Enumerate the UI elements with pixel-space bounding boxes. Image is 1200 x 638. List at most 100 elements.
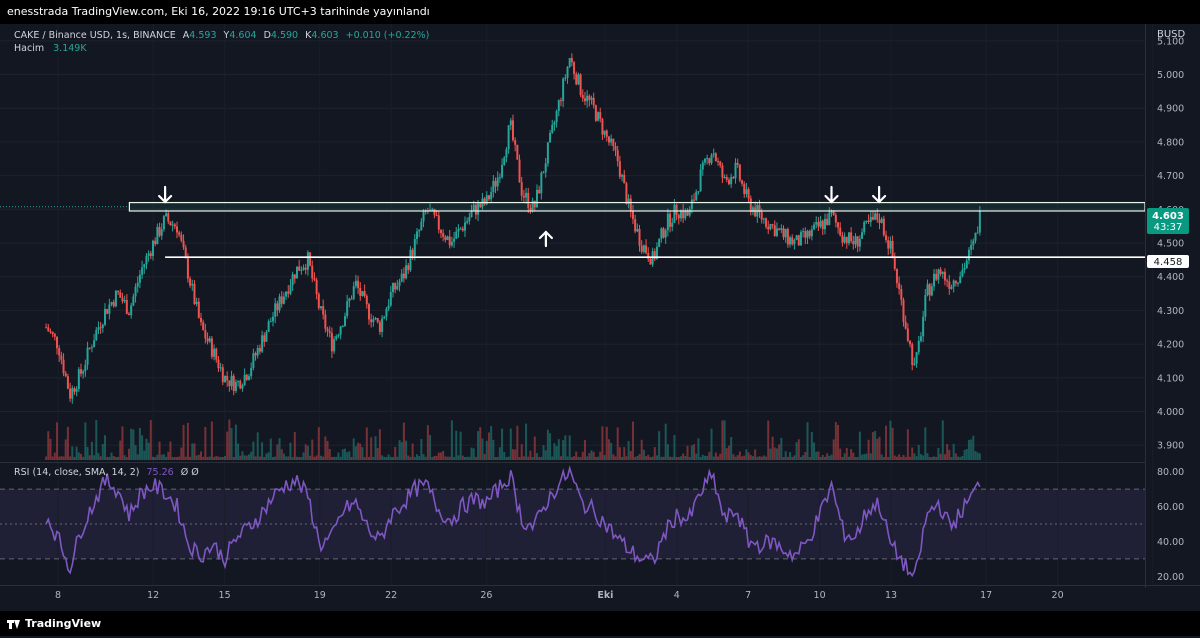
candle-body: [372, 319, 375, 323]
volume-bar: [782, 456, 785, 460]
candle-body: [95, 330, 98, 341]
volume-bar: [813, 442, 816, 460]
time-axis[interactable]: 8 12 15 19 22 26 Eki 4 7 10 13 17 20: [55, 590, 1064, 601]
volume-bar: [466, 456, 469, 460]
candle-body: [743, 183, 746, 194]
candle-body: [843, 236, 846, 243]
volume-bar: [946, 444, 949, 460]
candle-body: [468, 217, 471, 222]
candle-body: [64, 373, 67, 377]
candle-body: [433, 208, 436, 216]
volume-bar: [570, 456, 573, 460]
volume-bar: [208, 456, 211, 460]
volume-bar: [732, 454, 735, 460]
volume-bar: [767, 420, 770, 460]
candle-body: [215, 348, 218, 360]
volume-bar: [165, 456, 168, 460]
candle-body: [559, 100, 562, 102]
volume-value: 3.149K: [53, 43, 87, 54]
volume-bar: [357, 442, 360, 460]
volume-bar: [341, 449, 344, 460]
volume-bar: [147, 442, 150, 460]
candle-body: [786, 228, 789, 245]
candle-body: [566, 66, 569, 78]
candle-body: [217, 359, 220, 369]
volume-bar: [686, 445, 689, 460]
published-bar: enesstrada TradingView.com, Eki 16, 2022…: [0, 0, 1200, 24]
candle-body: [673, 204, 676, 223]
volume-bar: [933, 456, 936, 460]
candle-body: [247, 376, 250, 380]
candle-body: [520, 182, 523, 196]
volume-bar: [274, 456, 277, 460]
volume-bar: [322, 456, 325, 460]
price-tick-label: 4.800: [1157, 137, 1184, 148]
candle-body: [738, 164, 741, 181]
volume-bar: [136, 454, 139, 460]
volume-bar: [363, 456, 366, 460]
candle-body: [448, 236, 451, 246]
volume-bar: [254, 456, 257, 460]
candle-body: [837, 222, 840, 228]
arrow-annotations[interactable]: [158, 185, 887, 248]
candle-body: [645, 245, 648, 254]
candle-body: [581, 95, 584, 99]
volume-bar: [566, 456, 569, 460]
candle-body: [479, 203, 482, 208]
candle-body: [919, 336, 922, 341]
price-tick-label: 4.300: [1157, 306, 1184, 317]
candle-body: [271, 316, 274, 322]
volume-bar: [313, 456, 316, 460]
candle-body: [119, 292, 122, 298]
candle-body: [588, 95, 591, 100]
candle-body: [858, 238, 861, 247]
volume-bar: [952, 443, 955, 460]
volume-bar: [62, 456, 65, 460]
volume-bar: [972, 435, 975, 460]
volume-bar: [974, 451, 977, 460]
rsi-tick-label: 40.00: [1157, 537, 1184, 548]
change-value: +0.010 (+0.22%): [346, 30, 430, 41]
volume-bar: [607, 439, 610, 460]
volume-bar: [348, 451, 351, 460]
down-arrow-icon: [824, 185, 839, 204]
volume-bar: [138, 427, 141, 460]
price-tick-label: 4.100: [1157, 373, 1184, 384]
volume-bar: [114, 457, 117, 460]
candle-body: [319, 306, 322, 309]
candle-body: [398, 281, 401, 287]
chart-canvas[interactable]: 5.1005.0004.9004.8004.7004.6004.5004.400…: [0, 24, 1200, 611]
candle-body: [210, 338, 213, 357]
candle-body: [675, 204, 678, 215]
candle-body: [300, 270, 303, 272]
candle-body: [245, 374, 248, 380]
volume-bar: [429, 435, 432, 460]
volume-bar: [828, 455, 831, 460]
volume-bar: [110, 452, 113, 460]
volume-bar: [693, 444, 696, 460]
volume-bar: [411, 443, 414, 460]
rsi-axis[interactable]: 80.00 60.00 40.00 20.00: [1157, 467, 1184, 583]
volume-bar: [791, 457, 794, 460]
price-tick-label: 4.500: [1157, 239, 1184, 250]
volume-bar: [557, 439, 560, 460]
candle-body: [597, 112, 600, 121]
volume-bar: [232, 456, 235, 460]
candle-body: [322, 306, 325, 315]
tradingview-logo[interactable]: TradingView: [7, 611, 101, 636]
volume-bar: [577, 456, 580, 460]
volume-bar: [459, 431, 462, 460]
volume-bar: [898, 454, 901, 460]
candle-body: [915, 352, 918, 364]
candle-body: [343, 316, 346, 327]
volume-bar: [538, 456, 541, 460]
volume-bar: [717, 456, 720, 460]
candle-body: [169, 221, 172, 226]
volume-bar: [278, 438, 281, 460]
currency-label: BUSD: [1157, 29, 1186, 40]
candle-body: [69, 388, 72, 399]
candle-body: [649, 258, 652, 265]
candle-body: [551, 124, 554, 133]
volume-bar: [398, 440, 401, 460]
volume-bar: [623, 447, 626, 460]
